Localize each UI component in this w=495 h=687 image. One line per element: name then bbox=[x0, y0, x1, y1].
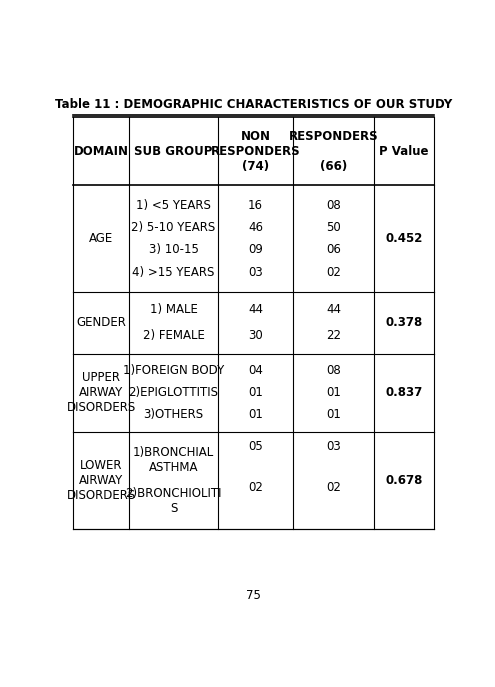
Text: 02: 02 bbox=[248, 481, 263, 494]
Text: NON
RESPONDERS
(74): NON RESPONDERS (74) bbox=[211, 130, 300, 172]
Text: DOMAIN: DOMAIN bbox=[74, 145, 129, 157]
Text: 1)BRONCHIAL
ASTHMA: 1)BRONCHIAL ASTHMA bbox=[133, 446, 214, 474]
Text: 22: 22 bbox=[326, 329, 342, 342]
Text: 1) MALE: 1) MALE bbox=[149, 304, 198, 316]
Text: 3)OTHERS: 3)OTHERS bbox=[144, 408, 203, 421]
Text: 2) 5-10 YEARS: 2) 5-10 YEARS bbox=[131, 221, 216, 234]
Text: 1)FOREIGN BODY: 1)FOREIGN BODY bbox=[123, 364, 224, 377]
Text: 01: 01 bbox=[327, 386, 342, 399]
Text: 04: 04 bbox=[248, 364, 263, 377]
Text: 4) >15 YEARS: 4) >15 YEARS bbox=[132, 266, 215, 279]
Text: 0.452: 0.452 bbox=[386, 232, 423, 245]
Text: AGE: AGE bbox=[89, 232, 113, 245]
Text: 44: 44 bbox=[326, 304, 342, 316]
Text: 30: 30 bbox=[248, 329, 263, 342]
Text: 75: 75 bbox=[246, 589, 261, 602]
Text: 2) FEMALE: 2) FEMALE bbox=[143, 329, 204, 342]
Text: 44: 44 bbox=[248, 304, 263, 316]
Text: UPPER
AIRWAY
DISORDERS: UPPER AIRWAY DISORDERS bbox=[67, 371, 136, 414]
Text: RESPONDERS

(66): RESPONDERS (66) bbox=[289, 130, 379, 172]
Text: 2)EPIGLOTTITIS: 2)EPIGLOTTITIS bbox=[128, 386, 218, 399]
Text: SUB GROUP: SUB GROUP bbox=[134, 145, 213, 157]
Text: 08: 08 bbox=[327, 199, 341, 212]
Text: 3) 10-15: 3) 10-15 bbox=[148, 243, 198, 256]
Text: 0.678: 0.678 bbox=[386, 474, 423, 486]
Text: 46: 46 bbox=[248, 221, 263, 234]
Text: 1) <5 YEARS: 1) <5 YEARS bbox=[136, 199, 211, 212]
Text: 2)BRONCHIOLITI
S: 2)BRONCHIOLITI S bbox=[125, 486, 222, 515]
Text: GENDER: GENDER bbox=[76, 316, 126, 329]
Text: 50: 50 bbox=[327, 221, 341, 234]
Text: Table 11 : DEMOGRAPHIC CHARACTERISTICS OF OUR STUDY: Table 11 : DEMOGRAPHIC CHARACTERISTICS O… bbox=[55, 98, 452, 111]
Text: LOWER
AIRWAY
DISORDERS: LOWER AIRWAY DISORDERS bbox=[67, 459, 136, 502]
Text: 09: 09 bbox=[248, 243, 263, 256]
Text: 03: 03 bbox=[248, 266, 263, 279]
Text: 05: 05 bbox=[248, 440, 263, 453]
Text: 08: 08 bbox=[327, 364, 341, 377]
Text: 01: 01 bbox=[327, 408, 342, 421]
Text: 0.837: 0.837 bbox=[386, 386, 423, 399]
Text: 0.378: 0.378 bbox=[386, 316, 423, 329]
Text: 01: 01 bbox=[248, 408, 263, 421]
Text: P Value: P Value bbox=[380, 145, 429, 157]
Text: 02: 02 bbox=[327, 481, 342, 494]
Text: 03: 03 bbox=[327, 440, 341, 453]
Text: 02: 02 bbox=[327, 266, 342, 279]
Text: 01: 01 bbox=[248, 386, 263, 399]
Text: 16: 16 bbox=[248, 199, 263, 212]
Text: 06: 06 bbox=[327, 243, 342, 256]
